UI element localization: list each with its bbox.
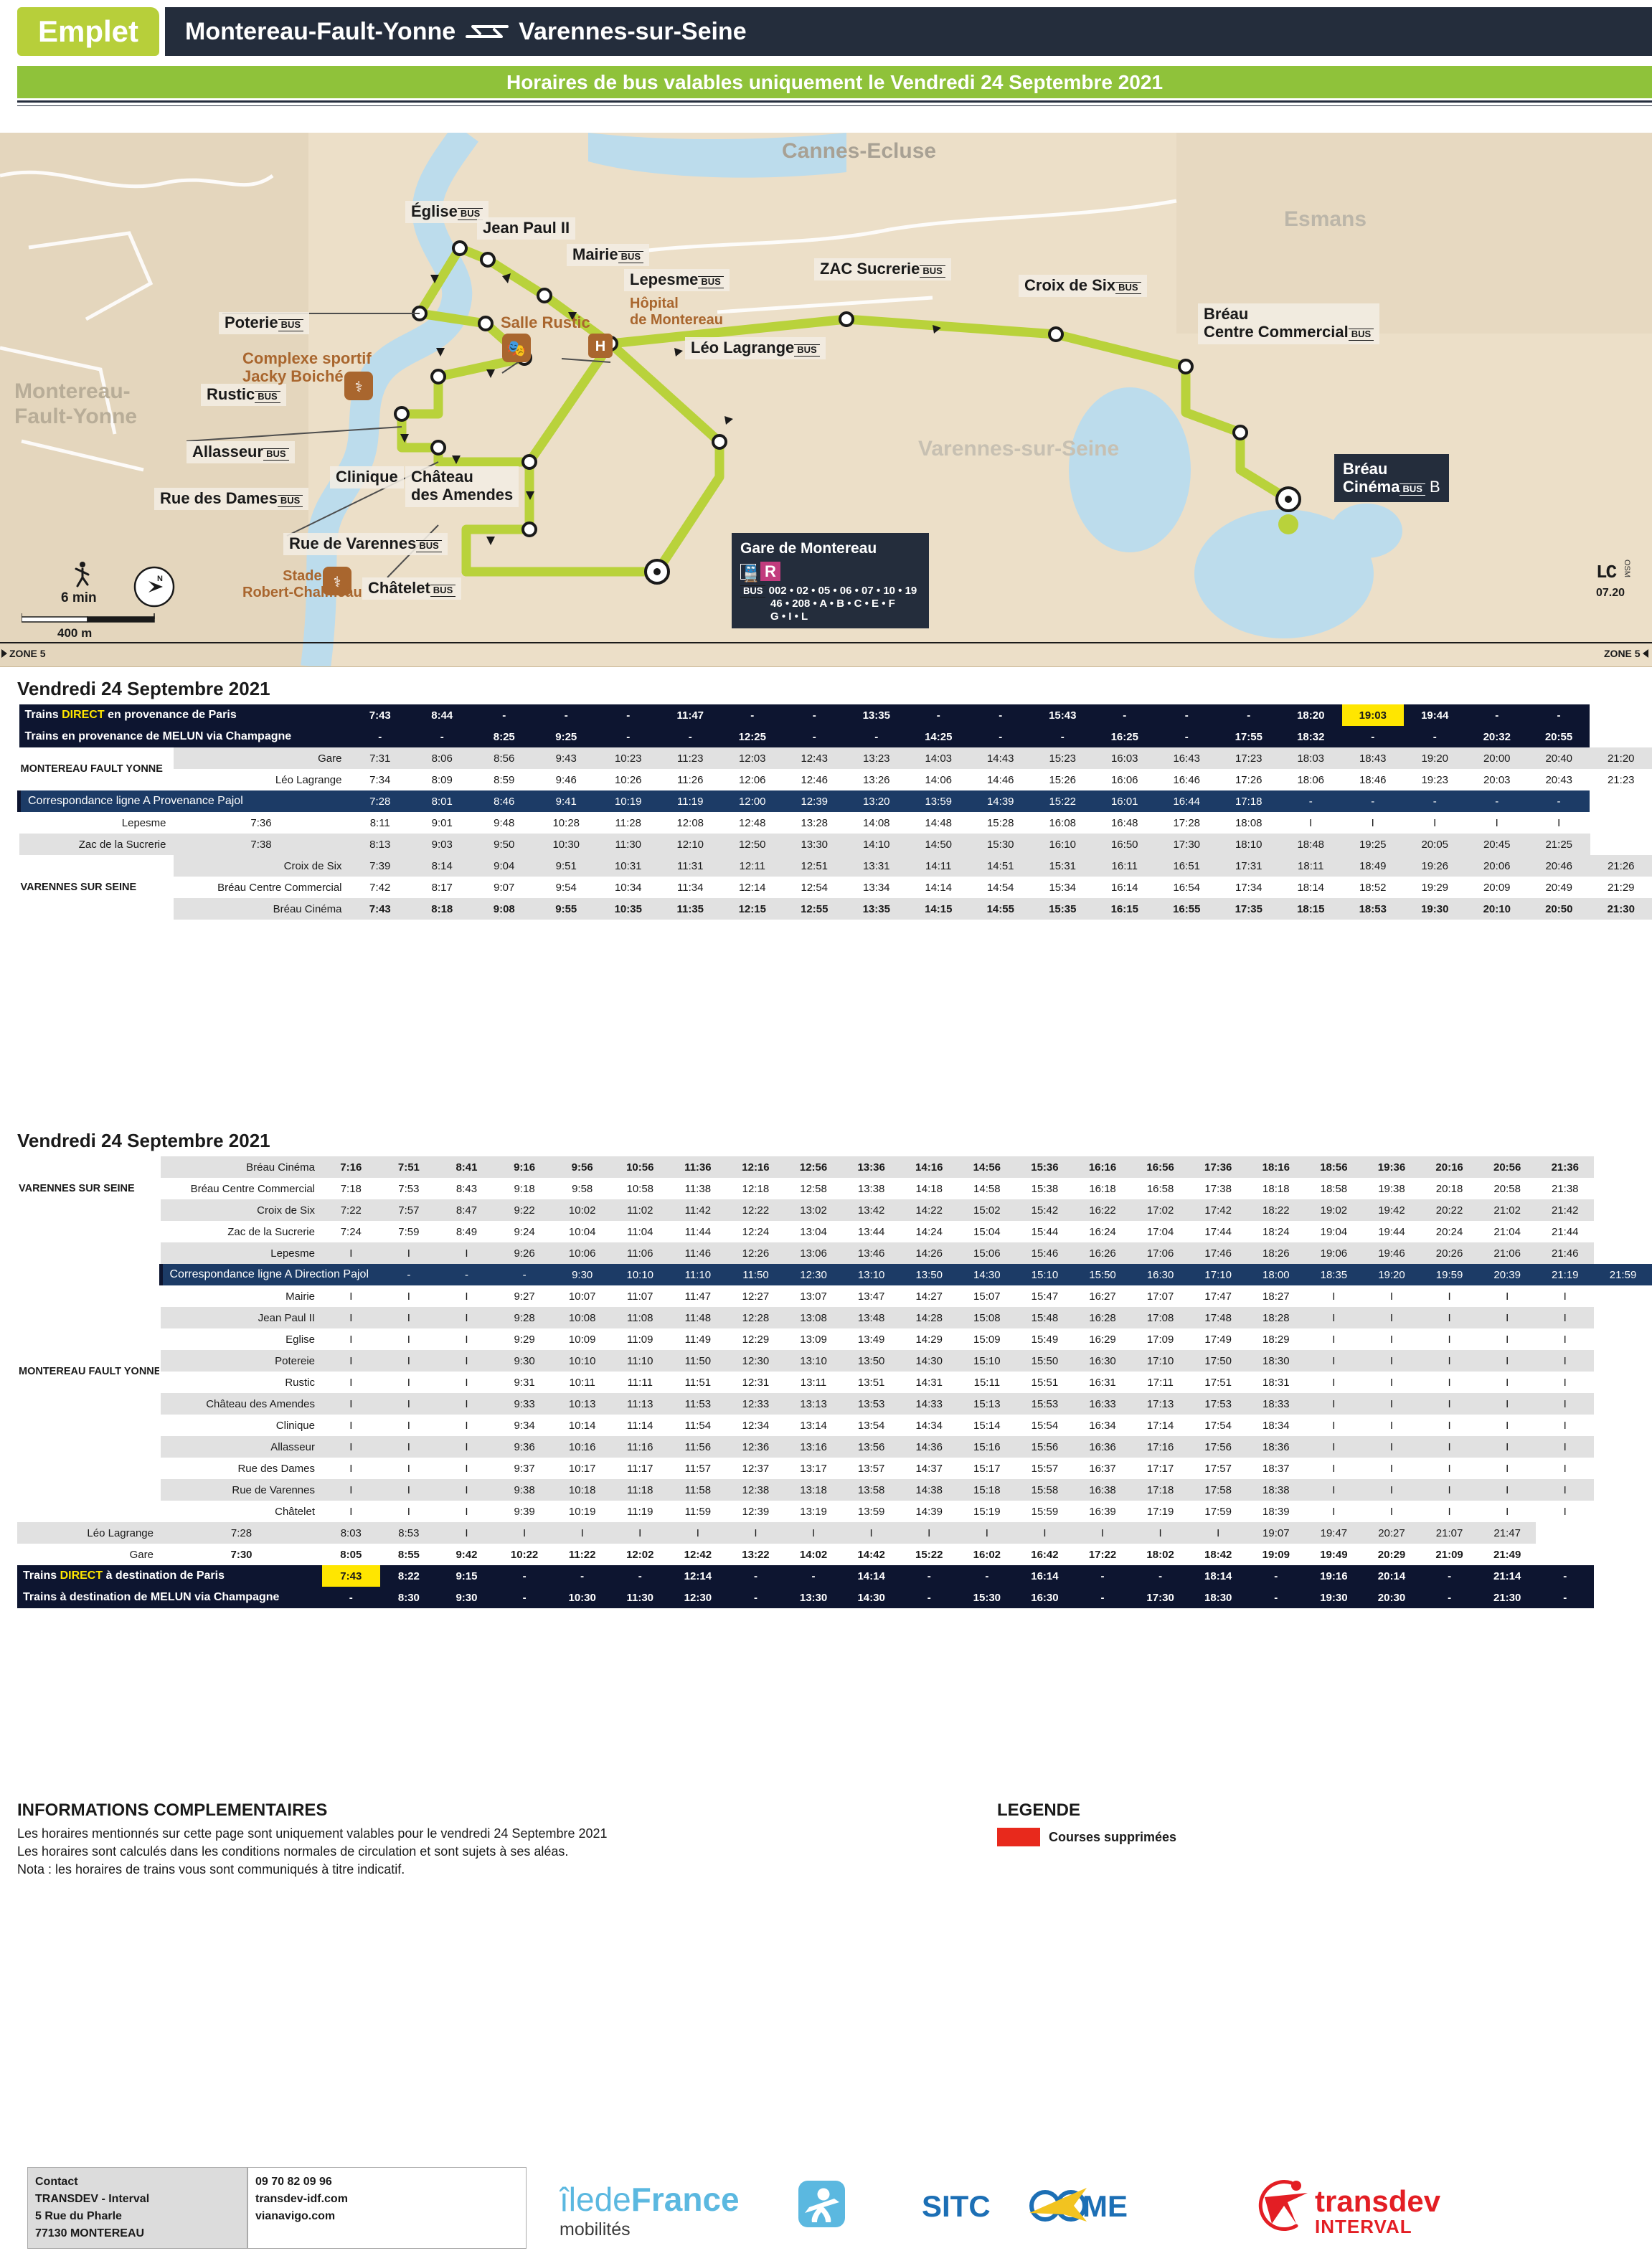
svg-text:SITC: SITC (922, 2189, 991, 2223)
svg-text:H: H (595, 339, 605, 354)
svg-text:mobilités: mobilités (560, 2219, 631, 2239)
svg-text:INTERVAL: INTERVAL (1315, 2216, 1412, 2237)
svg-text:transdev: transdev (1315, 2184, 1441, 2218)
svg-text:îledeFrance: îledeFrance (560, 2181, 740, 2218)
svg-text:N: N (157, 575, 163, 583)
svg-text:Montereau-: Montereau- (14, 379, 131, 403)
svg-text:Esmans: Esmans (1284, 207, 1367, 231)
svg-text:Fault-Yonne: Fault-Yonne (14, 405, 137, 428)
svg-text:ME: ME (1082, 2189, 1128, 2223)
svg-text:🎭: 🎭 (506, 339, 526, 357)
svg-text:Varennes-sur-Seine: Varennes-sur-Seine (918, 437, 1119, 461)
svg-text:Cannes-Ecluse: Cannes-Ecluse (782, 139, 936, 163)
